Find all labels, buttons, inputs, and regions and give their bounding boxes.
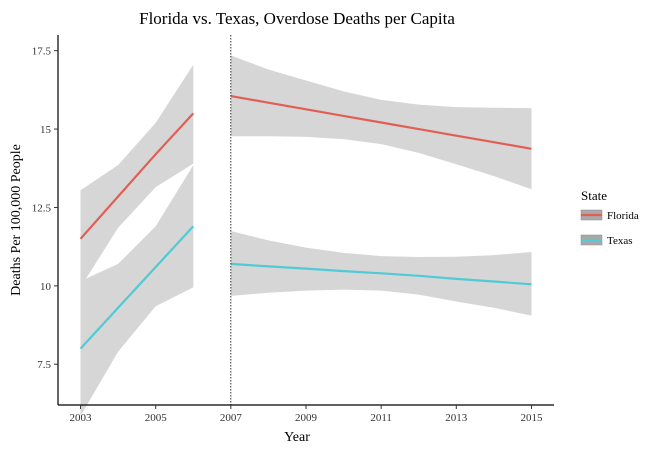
line-texas-segment-2: [230, 262, 532, 286]
line-florida-segment-2: [230, 95, 532, 150]
x-axis-title: Year: [284, 430, 310, 445]
legend: State Florida Texas: [580, 188, 639, 247]
legend-label-florida: Florida: [607, 210, 639, 222]
y-tick-label-2: 12.5: [32, 202, 52, 214]
x-tick-label-2011: 2011: [370, 412, 392, 424]
y-tick-label-0: 7.5: [37, 359, 51, 371]
tick-marks: 2003 2005 2007 2009 2011 2013 2015 7.5 10 12.5 15 1…: [32, 46, 543, 424]
x-tick-label-2013: 2013: [445, 412, 468, 424]
ribbon-texas-segment-1: [80, 165, 194, 416]
y-tick-label-4: 17.5: [32, 46, 52, 58]
x-tick-label-2009: 2009: [295, 412, 318, 424]
y-tick-label-1: 10: [40, 281, 52, 293]
chart-title: Florida vs. Texas, Overdose Deaths per C…: [139, 9, 455, 28]
x-tick-label-2007: 2007: [220, 412, 243, 424]
y-axis-title: Deaths Per 100,000 People: [9, 144, 24, 296]
legend-title: State: [581, 188, 607, 203]
x-tick-label-2005: 2005: [145, 412, 168, 424]
line-florida-segment-1: [79, 112, 195, 240]
line-texas-segment-1: [79, 225, 195, 350]
y-tick-label-3: 15: [40, 124, 52, 136]
trend-lines: [79, 95, 532, 350]
x-tick-label-2003: 2003: [70, 412, 93, 424]
legend-label-texas: Texas: [607, 235, 633, 247]
x-tick-label-2015: 2015: [520, 412, 543, 424]
